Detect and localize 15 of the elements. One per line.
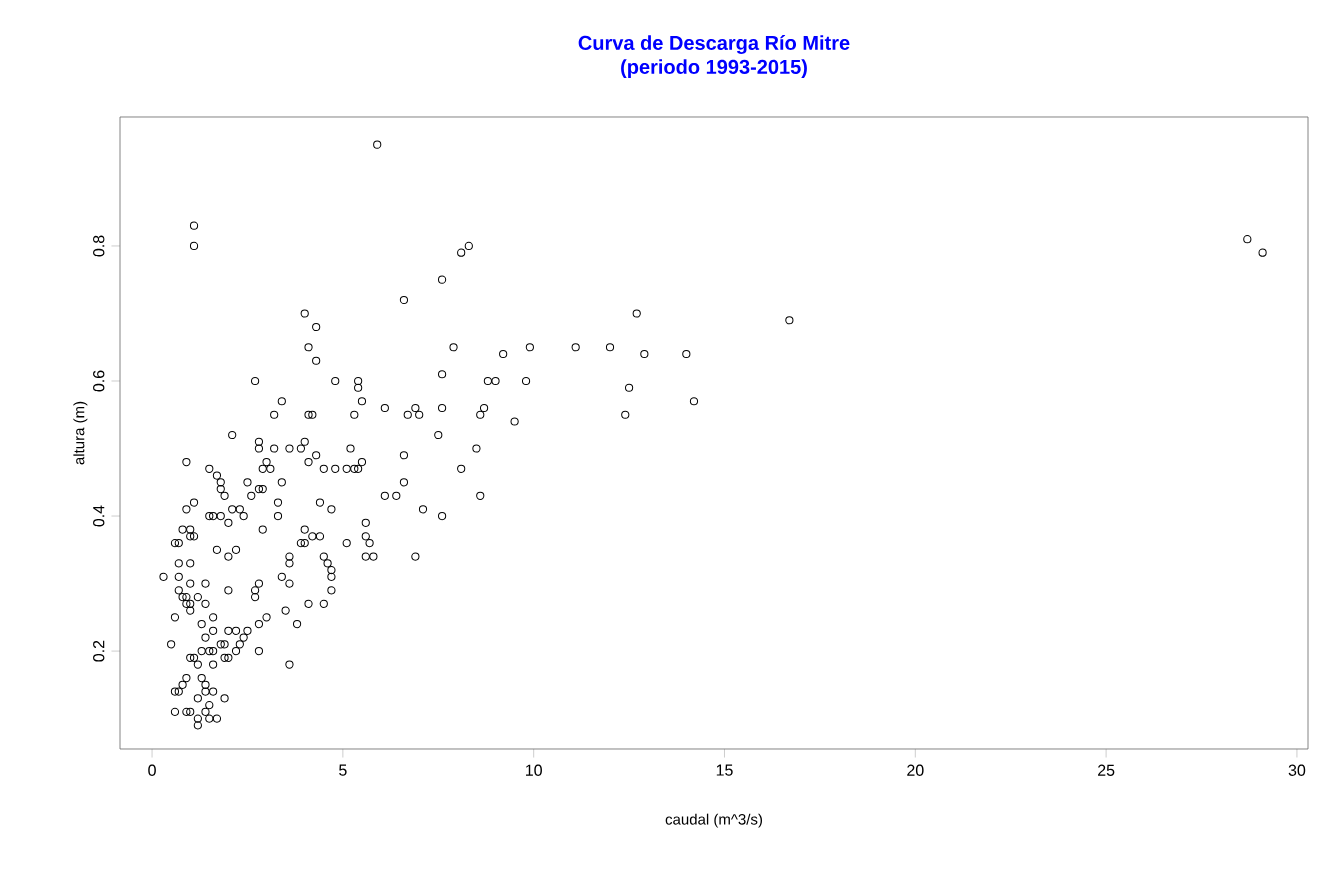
x-tick-label: 30 bbox=[1288, 764, 1306, 776]
y-axis-title: altura (m) bbox=[73, 401, 88, 465]
chart-title: Curva de Descarga Río Mitre bbox=[578, 35, 850, 55]
y-tick-label: 0.8 bbox=[93, 235, 105, 257]
x-tick-label: 25 bbox=[1098, 764, 1115, 776]
y-tick-label: 0.6 bbox=[93, 370, 105, 392]
y-tick-label: 0.2 bbox=[93, 640, 105, 662]
x-tick-label: 0 bbox=[148, 764, 156, 776]
y-tick-label: 0.4 bbox=[93, 505, 105, 527]
chart-subtitle: (periodo 1993-2015) bbox=[621, 59, 807, 78]
x-tick-label: 5 bbox=[339, 764, 347, 776]
x-axis-title: caudal (m^3/s) bbox=[665, 813, 763, 828]
x-tick-label: 10 bbox=[526, 764, 542, 776]
x-tick-label: 15 bbox=[716, 764, 733, 776]
x-tick-label: 20 bbox=[907, 764, 924, 776]
